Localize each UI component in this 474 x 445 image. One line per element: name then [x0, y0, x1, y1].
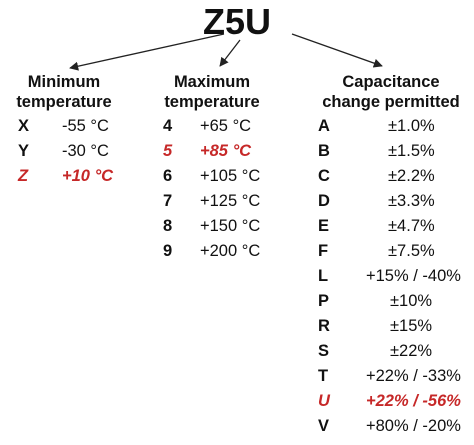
- capacitance-row: C ±2.2%: [318, 164, 468, 188]
- diagram-title: Z5U: [202, 1, 271, 42]
- capacitance-value: ±3.3%: [388, 192, 435, 210]
- min-temp-value: -30 °C: [62, 142, 109, 160]
- capacitance-row: E ±4.7%: [318, 214, 468, 238]
- capacitance-code: R: [318, 317, 330, 335]
- capacitance-row: A ±1.0%: [318, 114, 468, 138]
- capacitance-row: U +22% / -56%: [318, 389, 468, 413]
- min-temp-code: Z: [18, 167, 29, 185]
- capacitance-row: R ±15%: [318, 314, 468, 338]
- capacitance-row: D ±3.3%: [318, 189, 468, 213]
- capacitance-row: B ±1.5%: [318, 139, 468, 163]
- max-temp-value: +200 °C: [200, 242, 261, 260]
- max-temp-code: 4: [163, 117, 173, 135]
- max-temp-row: 7 +125 °C: [163, 189, 283, 213]
- capacitance-code: U: [318, 392, 330, 410]
- max-temp-row: 4 +65 °C: [163, 114, 283, 138]
- capacitance-row: F ±7.5%: [318, 239, 468, 263]
- capacitance-code: D: [318, 192, 330, 210]
- capacitance-value: ±7.5%: [388, 242, 435, 260]
- capacitance-value: ±15%: [390, 317, 433, 335]
- capacitance-value: +80% / -20%: [366, 417, 461, 435]
- capacitance-code: E: [318, 217, 330, 235]
- capacitance-code: F: [318, 242, 329, 260]
- max-temp-value: +65 °C: [200, 117, 252, 135]
- capacitance-row: S ±22%: [318, 339, 468, 363]
- capacitance-value: +15% / -40%: [366, 267, 461, 285]
- capacitance-heading: Capacitance change permitted: [322, 73, 460, 111]
- max-temp-row: 6 +105 °C: [163, 164, 283, 188]
- capacitance-code: A: [318, 117, 330, 135]
- min-temp-row: Z +10 °C: [18, 164, 138, 188]
- capacitance-value: ±1.5%: [388, 142, 435, 160]
- capacitance-value: ±1.0%: [388, 117, 435, 135]
- max-temp-code: 7: [163, 192, 173, 210]
- min-temp-value: -55 °C: [62, 117, 109, 135]
- min-temp-heading: Minimum temperature: [16, 73, 112, 111]
- min-temp-row: Y -30 °C: [18, 139, 138, 163]
- arrow-to-capacitance: [291, 33, 383, 68]
- min-temp-value: +10 °C: [62, 167, 114, 185]
- capacitance-row: P ±10%: [318, 289, 468, 313]
- arrow-to-min-temp: [69, 33, 225, 71]
- max-temp-row: 5 +85 °C: [163, 139, 283, 163]
- capacitance-code: V: [318, 417, 330, 435]
- capacitance-row: T +22% / -33%: [318, 364, 468, 388]
- capacitance-code: S: [318, 342, 330, 360]
- capacitance-code: L: [318, 267, 329, 285]
- max-temp-code: 9: [163, 242, 173, 260]
- capacitance-value: ±2.2%: [388, 167, 435, 185]
- capacitance-code: T: [318, 367, 329, 385]
- max-temp-row: 9 +200 °C: [163, 239, 283, 263]
- capacitance-value: +22% / -33%: [366, 367, 461, 385]
- capacitance-value: ±22%: [390, 342, 433, 360]
- max-temp-value: +85 °C: [200, 142, 252, 160]
- capacitance-code: P: [318, 292, 330, 310]
- max-temp-value: +125 °C: [200, 192, 261, 210]
- capacitance-value: ±4.7%: [388, 217, 435, 235]
- max-temp-code: 8: [163, 217, 173, 235]
- max-temp-code: 5: [163, 142, 173, 160]
- capacitance-code: C: [318, 167, 330, 185]
- min-temp-row: X -55 °C: [18, 114, 138, 138]
- arrow-to-max-temp: [219, 39, 241, 67]
- max-temp-value: +105 °C: [200, 167, 261, 185]
- max-temp-value: +150 °C: [200, 217, 261, 235]
- min-temp-code: Y: [18, 142, 30, 160]
- max-temp-heading: Maximum temperature: [164, 73, 260, 111]
- capacitance-value: +22% / -56%: [366, 392, 461, 410]
- capacitance-code: B: [318, 142, 330, 160]
- max-temp-code: 6: [163, 167, 173, 185]
- capacitance-value: ±10%: [390, 292, 433, 310]
- min-temp-code: X: [18, 117, 30, 135]
- capacitance-row: L +15% / -40%: [318, 264, 468, 288]
- capacitance-row: V +80% / -20%: [318, 414, 468, 438]
- max-temp-row: 8 +150 °C: [163, 214, 283, 238]
